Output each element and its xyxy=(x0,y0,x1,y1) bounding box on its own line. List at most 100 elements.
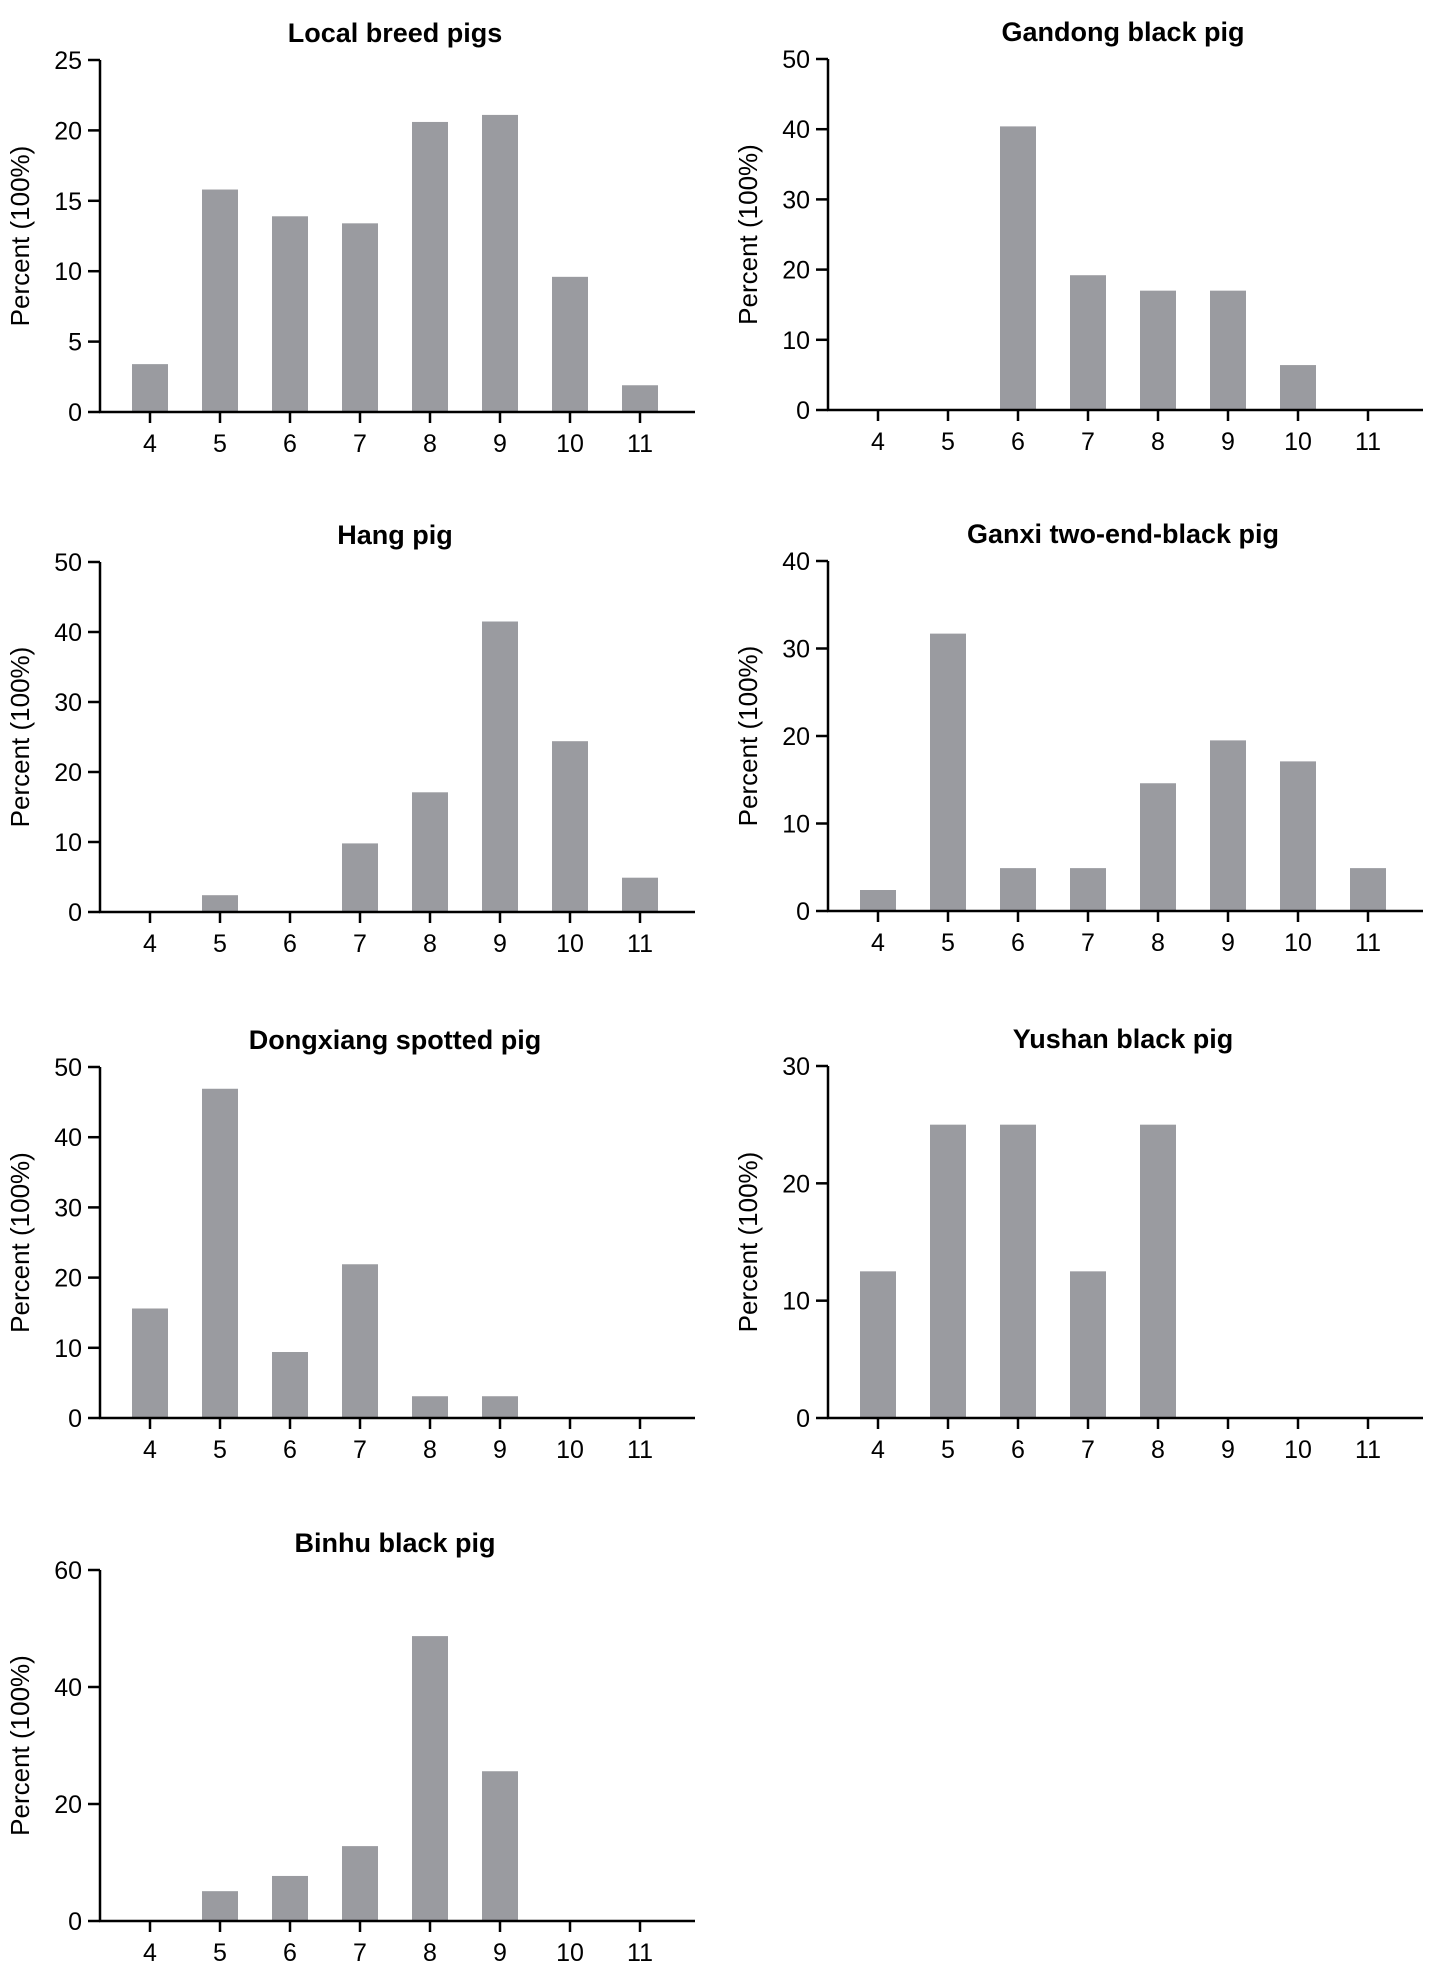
bar-9 xyxy=(482,114,518,413)
y-tick-label: 20 xyxy=(54,117,82,145)
bar-7 xyxy=(1070,275,1106,410)
y-axis-label: Percent (100%) xyxy=(5,1152,35,1333)
y-tick-label: 10 xyxy=(782,327,810,355)
y-tick-label: 0 xyxy=(68,1405,82,1433)
x-tick-label: 7 xyxy=(353,1939,367,1967)
x-tick-label: 9 xyxy=(493,1436,507,1464)
bar-7 xyxy=(342,223,378,412)
chart-panel: Gandong black pig Percent (100%) 0 10 20 30 40… xyxy=(733,17,1423,456)
bar-4 xyxy=(132,1308,168,1418)
y-tick-label: 10 xyxy=(54,1335,82,1363)
bar-5 xyxy=(930,1124,966,1418)
x-tick-label: 9 xyxy=(493,1939,507,1967)
bar-4 xyxy=(860,890,896,911)
x-tick-label: 10 xyxy=(1284,1436,1312,1464)
y-tick-label: 60 xyxy=(54,1557,82,1585)
bar-9 xyxy=(1210,740,1246,911)
chart-title: Local breed pigs xyxy=(288,18,503,48)
x-tick-label: 5 xyxy=(213,1436,227,1464)
x-tick-label: 5 xyxy=(941,1436,955,1464)
x-tick-label: 11 xyxy=(627,930,653,958)
y-tick-label: 40 xyxy=(54,1124,82,1152)
bar-9 xyxy=(482,1396,518,1418)
y-tick-label: 25 xyxy=(54,47,82,75)
x-tick-label: 8 xyxy=(423,930,437,958)
x-tick-label: 10 xyxy=(556,1939,584,1967)
y-tick-label: 20 xyxy=(782,723,810,751)
x-tick-label: 5 xyxy=(213,930,227,958)
x-tick-label: 4 xyxy=(143,430,157,458)
x-tick-label: 4 xyxy=(143,930,157,958)
x-tick-label: 6 xyxy=(283,1939,297,1967)
y-axis-label: Percent (100%) xyxy=(5,1655,35,1836)
x-tick-label: 11 xyxy=(627,1436,653,1464)
x-tick-label: 10 xyxy=(556,1436,584,1464)
y-axis-label: Percent (100%) xyxy=(733,144,763,325)
x-tick-label: 7 xyxy=(1081,428,1095,456)
chart-panel: Ganxi two-end-black pig Percent (100%) 0 10… xyxy=(733,519,1423,957)
y-tick-label: 20 xyxy=(54,1791,82,1819)
x-tick-label: 8 xyxy=(1151,1436,1165,1464)
x-tick-label: 7 xyxy=(353,1436,367,1464)
x-tick-label: 11 xyxy=(627,1939,653,1967)
x-tick-label: 6 xyxy=(1011,929,1025,957)
y-tick-label: 30 xyxy=(782,636,810,664)
x-tick-label: 4 xyxy=(871,1436,885,1464)
x-tick-label: 10 xyxy=(556,430,584,458)
bar-9 xyxy=(482,621,518,912)
y-tick-label: 15 xyxy=(54,188,82,216)
y-tick-label: 10 xyxy=(54,258,82,286)
bar-8 xyxy=(412,1396,448,1418)
x-tick-label: 4 xyxy=(871,929,885,957)
y-axis-label: Percent (100%) xyxy=(733,646,763,827)
y-tick-label: 10 xyxy=(782,811,810,839)
x-tick-label: 9 xyxy=(493,930,507,958)
bar-8 xyxy=(412,792,448,912)
x-tick-label: 5 xyxy=(941,929,955,957)
chart-title: Gandong black pig xyxy=(1001,17,1244,47)
bar-7 xyxy=(1070,1271,1106,1418)
y-tick-label: 40 xyxy=(782,548,810,576)
chart-panel: Local breed pigs Percent (100%) 0 5 10 15 20 25… xyxy=(5,18,695,458)
bar-9 xyxy=(1210,290,1246,410)
y-axis-label: Percent (100%) xyxy=(5,647,35,828)
x-tick-label: 9 xyxy=(1221,428,1235,456)
y-tick-label: 40 xyxy=(54,1674,82,1702)
bar-5 xyxy=(202,895,238,912)
y-tick-label: 30 xyxy=(782,186,810,214)
x-tick-label: 6 xyxy=(283,1436,297,1464)
bar-8 xyxy=(1140,783,1176,911)
bar-4 xyxy=(860,1271,896,1418)
y-tick-label: 50 xyxy=(782,46,810,74)
x-tick-label: 11 xyxy=(627,430,653,458)
y-tick-label: 40 xyxy=(54,619,82,647)
y-tick-label: 30 xyxy=(54,689,82,717)
chart-panel: Binhu black pig Percent (100%) 0 20 40 60 4 5 6 7… xyxy=(5,1528,695,1967)
chart-title: Ganxi two-end-black pig xyxy=(967,519,1279,549)
y-tick-label: 40 xyxy=(782,116,810,144)
chart-title: Hang pig xyxy=(337,520,453,550)
x-tick-label: 8 xyxy=(1151,929,1165,957)
bar-6 xyxy=(272,1352,308,1418)
y-tick-label: 0 xyxy=(68,1908,82,1936)
x-tick-label: 8 xyxy=(423,1939,437,1967)
x-tick-label: 4 xyxy=(143,1436,157,1464)
bar-5 xyxy=(930,633,966,911)
y-tick-label: 50 xyxy=(54,549,82,577)
chart-title: Dongxiang spotted pig xyxy=(249,1025,541,1055)
y-axis-label: Percent (100%) xyxy=(733,1152,763,1333)
bar-7 xyxy=(1070,868,1106,911)
x-tick-label: 10 xyxy=(1284,428,1312,456)
x-tick-label: 4 xyxy=(143,1939,157,1967)
bar-10 xyxy=(1280,761,1316,911)
y-tick-label: 5 xyxy=(68,329,82,357)
bar-10 xyxy=(552,276,588,412)
x-tick-label: 4 xyxy=(871,428,885,456)
bar-10 xyxy=(1280,365,1316,410)
y-tick-label: 30 xyxy=(782,1053,810,1081)
bar-7 xyxy=(342,1264,378,1418)
x-tick-label: 11 xyxy=(1355,929,1381,957)
x-tick-label: 6 xyxy=(1011,1436,1025,1464)
bar-10 xyxy=(552,741,588,912)
x-tick-label: 7 xyxy=(353,430,367,458)
